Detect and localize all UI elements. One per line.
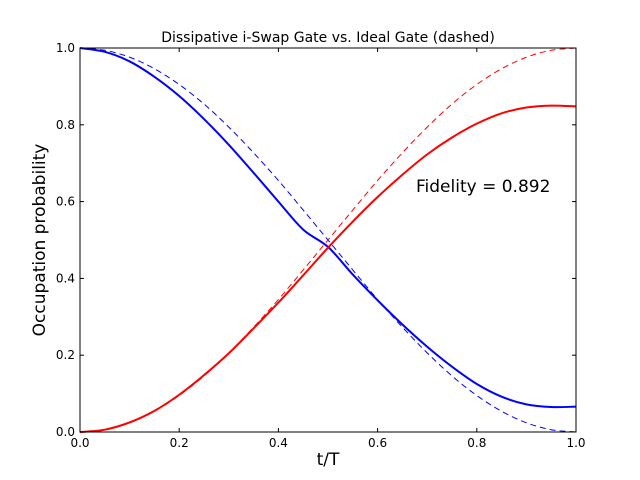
plot-frame xyxy=(79,47,577,433)
x-tick-label: 0.6 xyxy=(368,436,387,450)
x-tick-label: 0.8 xyxy=(467,436,486,450)
x-tick-label: 0.4 xyxy=(269,436,288,450)
chart-title: Dissipative i-Swap Gate vs. Ideal Gate (… xyxy=(161,30,495,46)
ticks-layer: 0.0 0.2 0.4 0.6 0.8 1.0 0.0 0.2 0.4 0.6 0.8 1.0 xyxy=(56,41,586,450)
plot-area: 0.0 0.2 0.4 0.6 0.8 1.0 0.0 0.2 0.4 0.6 0.8 1.0 xyxy=(56,41,586,450)
fidelity-annotation: Fidelity = 0.892 xyxy=(416,177,550,197)
series-red-dashed-line xyxy=(79,47,577,433)
series-red-solid-line xyxy=(79,104,577,433)
x-tick-label: 0.0 xyxy=(70,436,89,450)
series-layer xyxy=(79,47,577,433)
y-tick-label: 0.6 xyxy=(56,195,75,209)
y-tick-label: 0.2 xyxy=(56,348,75,362)
y-tick-label: 0.4 xyxy=(56,271,75,285)
x-tick-label: 1.0 xyxy=(566,436,585,450)
y-axis-label: Occupation probability xyxy=(30,144,50,337)
y-tick-label: 1.0 xyxy=(56,41,75,55)
y-tick-label: 0.8 xyxy=(56,118,75,132)
x-tick-label: 0.2 xyxy=(170,436,189,450)
x-axis-label: t/T xyxy=(317,450,340,470)
y-tick-label: 0.0 xyxy=(56,425,75,439)
